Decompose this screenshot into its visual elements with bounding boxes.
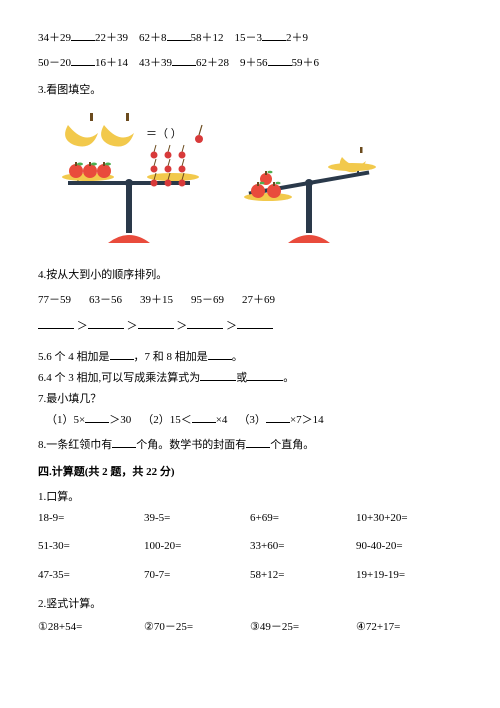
balance-figure: ＝（ ） (38, 107, 398, 257)
q4-title: 4.按从大到小的顺序排列。 (38, 265, 462, 286)
section-4-heading: 四.计算题(共 2 题，共 22 分) (38, 462, 462, 483)
compare-row-1: 34＋2922＋39 62＋858＋12 15－32＋9 (38, 28, 462, 49)
cmp: 50－2016＋14 (38, 57, 128, 69)
svg-text:＝（ ）: ＝（ ） (146, 127, 182, 140)
cmp: 15－32＋9 (235, 32, 309, 44)
cmp: 62＋858＋12 (139, 32, 224, 44)
c2-title: 2.竖式计算。 (38, 594, 462, 615)
q7: 7.最小填几？ (38, 389, 462, 410)
cmp: 43＋3962＋28 (139, 57, 229, 69)
q3-title: 3.看图填空。 (38, 80, 462, 101)
q6: 6.4 个 3 相加,可以写成乘法算式为或。 (38, 368, 462, 389)
q8: 8.一条红领巾有个角。数学书的封面有个直角。 (38, 435, 462, 456)
compare-row-2: 50－2016＋14 43＋3962＋28 9＋5659＋6 (38, 53, 462, 74)
q5: 5.6 个 4 相加是，7 和 8 相加是。 (38, 347, 462, 368)
q4-sequence: ＞ ＞ ＞ ＞ (38, 316, 462, 337)
cmp: 9＋5659＋6 (240, 57, 319, 69)
q4-numbers: 77－5963－5639＋1595－6927＋69 (38, 290, 462, 311)
cmp: 34＋2922＋39 (38, 32, 128, 44)
q7-items: （1）5×＞30 （2）15＜×4 （3）×7＞14 (38, 410, 462, 431)
c1-title: 1.口算。 (38, 487, 462, 508)
vertical-calc: ①28+54=②70－25=③49－25=④72+17= (38, 617, 462, 638)
calc-grid: 18-9=39-5=6+69=10+30+20= 51-30=100-20=33… (38, 508, 462, 595)
